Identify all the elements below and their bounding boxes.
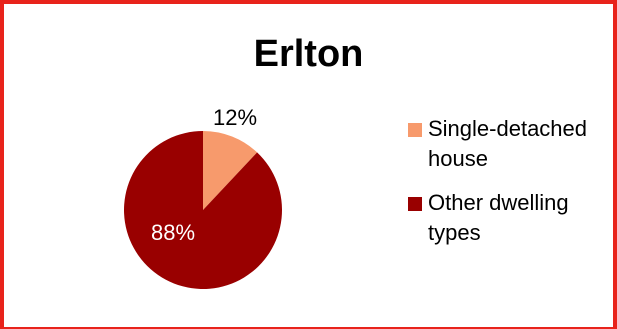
pie-slice-other-dwelling [124,131,282,290]
slice-label-single-detached: 12% [213,105,257,130]
legend-swatch-other-dwelling [408,197,422,211]
legend-swatch-single-detached [408,123,422,137]
pie-slice-single-detached [203,131,258,210]
slice-label-other-dwelling: 88% [151,220,195,245]
legend: Single-detached house Other dwelling typ… [408,114,608,248]
legend-label-single-detached: Single-detached house [428,116,588,171]
legend-label-other-dwelling: Other dwelling types [428,190,569,245]
legend-item-other-dwelling: Other dwelling types [408,188,608,248]
chart-title: Erlton [253,33,364,75]
legend-item-single-detached: Single-detached house [408,114,608,174]
